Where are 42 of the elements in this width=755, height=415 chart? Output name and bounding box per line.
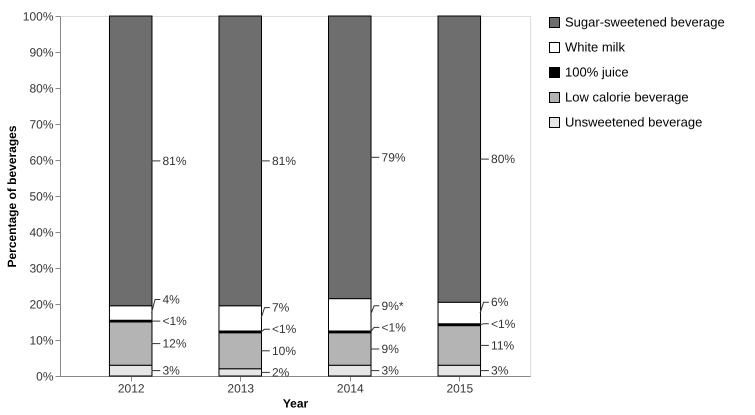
x-tick-label: 2014 xyxy=(336,382,364,396)
data-label: 6% xyxy=(491,295,509,310)
y-tick-label: 100% xyxy=(22,10,54,24)
y-tick-label: 10% xyxy=(29,334,54,348)
data-label: 81% xyxy=(162,154,187,168)
y-tick-label: 50% xyxy=(29,190,54,204)
y-tick-label: 40% xyxy=(29,226,54,240)
legend-label: White milk xyxy=(565,40,626,54)
data-label: 79% xyxy=(382,150,406,164)
y-tick-label: 80% xyxy=(29,82,54,96)
data-label: 12% xyxy=(162,336,187,351)
data-label: 3% xyxy=(491,364,509,378)
data-label: 7% xyxy=(272,300,290,315)
data-label: 10% xyxy=(272,344,296,358)
data-label: <1% xyxy=(382,320,406,334)
y-tick-label: 60% xyxy=(29,154,54,168)
y-axis-title: Percentage of beverages xyxy=(4,125,19,268)
y-tick-label: 90% xyxy=(29,46,54,60)
data-label: <1% xyxy=(272,322,297,336)
y-tick-label: 20% xyxy=(29,298,54,312)
data-label: 4% xyxy=(162,292,180,306)
legend-label: 100% juice xyxy=(565,64,629,80)
legend-label: Sugar-sweetened beverage xyxy=(565,14,725,30)
data-label: 11% xyxy=(491,338,515,352)
y-tick-label: 70% xyxy=(29,118,54,132)
data-label: 81% xyxy=(272,154,296,168)
data-label: 9% xyxy=(382,342,400,356)
data-label: 3% xyxy=(162,364,180,378)
y-tick-label: 30% xyxy=(29,262,54,276)
legend-label: Low calorie beverage xyxy=(565,90,689,104)
data-label: <1% xyxy=(162,314,188,328)
data-label: 2% xyxy=(272,365,290,380)
data-label: 80% xyxy=(491,152,516,166)
x-tick-label: 2015 xyxy=(446,382,474,396)
x-tick-label: 2013 xyxy=(227,382,254,396)
x-tick-label: 2012 xyxy=(118,382,145,396)
y-tick-label: 0% xyxy=(36,370,54,384)
x-axis-title: Year xyxy=(282,396,309,410)
data-label: <1% xyxy=(491,316,516,331)
data-label: 9%* xyxy=(382,298,404,313)
data-label: 3% xyxy=(382,364,400,378)
legend-label: Unsweetened beverage xyxy=(565,114,702,130)
